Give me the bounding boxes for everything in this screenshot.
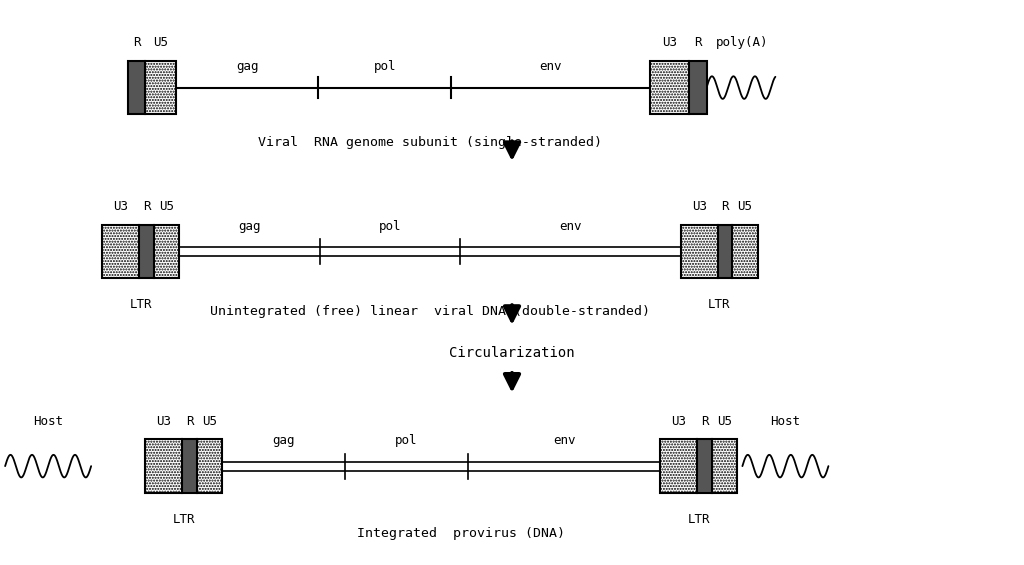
Bar <box>712 440 737 493</box>
Text: R: R <box>694 36 701 50</box>
Text: Unintegrated (free) linear  viral DNA (double-stranded): Unintegrated (free) linear viral DNA (do… <box>210 305 650 318</box>
Bar <box>145 440 182 493</box>
Text: pol: pol <box>374 60 396 73</box>
Text: U3: U3 <box>692 200 707 213</box>
Text: U5: U5 <box>737 200 753 213</box>
Text: LTR: LTR <box>173 513 195 526</box>
Text: Viral  RNA genome subunit (single-stranded): Viral RNA genome subunit (single-strande… <box>258 136 602 149</box>
Text: U5: U5 <box>717 415 732 428</box>
Text: Integrated  provirus (DNA): Integrated provirus (DNA) <box>356 527 565 540</box>
Bar <box>197 440 222 493</box>
Bar <box>182 440 197 493</box>
Text: gag: gag <box>239 220 261 233</box>
Text: LTR: LTR <box>709 298 730 311</box>
Text: Circularization: Circularization <box>450 346 574 360</box>
Text: env: env <box>559 220 582 233</box>
Bar <box>139 224 154 278</box>
Text: R: R <box>133 36 140 50</box>
Text: U5: U5 <box>154 36 168 50</box>
Text: U3: U3 <box>114 200 128 213</box>
Text: gag: gag <box>236 60 258 73</box>
Bar <box>660 440 697 493</box>
Bar <box>154 224 179 278</box>
Text: R: R <box>700 415 709 428</box>
Bar <box>718 224 732 278</box>
Text: pol: pol <box>395 434 418 447</box>
Text: U3: U3 <box>663 36 677 50</box>
Bar <box>650 61 689 114</box>
Text: Host: Host <box>770 415 801 428</box>
Text: poly(A): poly(A) <box>716 36 769 50</box>
Text: Host: Host <box>33 415 63 428</box>
Bar <box>145 61 176 114</box>
Bar <box>697 440 712 493</box>
Text: env: env <box>553 434 575 447</box>
Bar <box>102 224 139 278</box>
Text: LTR: LTR <box>688 513 710 526</box>
Text: U3: U3 <box>157 415 171 428</box>
Text: LTR: LTR <box>130 298 152 311</box>
Text: env: env <box>540 60 562 73</box>
Bar <box>681 224 718 278</box>
Text: R: R <box>142 200 151 213</box>
Text: U5: U5 <box>202 415 217 428</box>
Text: pol: pol <box>379 220 401 233</box>
Text: U3: U3 <box>672 415 686 428</box>
Text: U5: U5 <box>159 200 174 213</box>
Text: R: R <box>185 415 194 428</box>
Bar <box>732 224 758 278</box>
Text: gag: gag <box>272 434 295 447</box>
Bar <box>128 61 145 114</box>
Bar <box>689 61 707 114</box>
Text: R: R <box>721 200 729 213</box>
